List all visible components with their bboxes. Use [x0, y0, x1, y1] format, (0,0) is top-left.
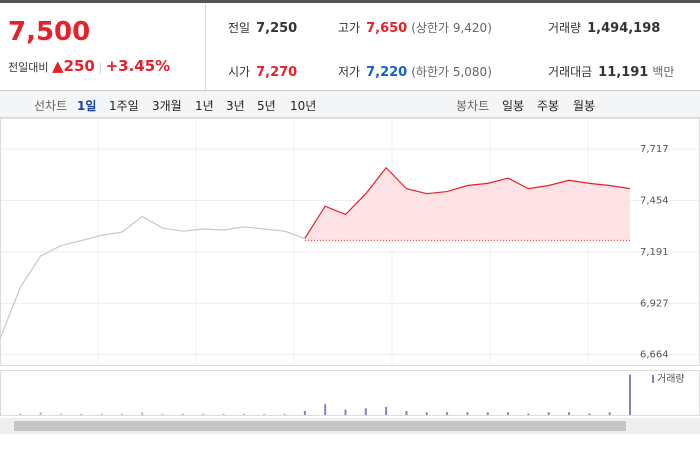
volume-bar: [364, 408, 367, 415]
volume-bar: [466, 412, 469, 415]
volume-bar: [568, 412, 571, 415]
volume-bar: [100, 413, 103, 415]
tab[interactable]: 월봉: [573, 99, 596, 113]
scroll-thumb[interactable]: [14, 421, 626, 431]
stat-label: 저가: [338, 65, 361, 79]
price-box: 7,500 전일대비 ▲250 | +3.45%: [0, 3, 206, 90]
volume-bar: [425, 412, 428, 415]
stat: 거래대금 11,191 백만: [548, 63, 674, 80]
volume-bar: [222, 413, 225, 415]
volume-bar: [181, 413, 184, 415]
tab[interactable]: 10년: [290, 99, 317, 113]
volume-bar: [283, 413, 286, 415]
tab[interactable]: 3개월: [152, 99, 182, 113]
volume-bar: [608, 412, 611, 415]
volume-bar: [486, 412, 489, 415]
volume-bar: [385, 406, 388, 415]
volume-bar: [344, 409, 347, 415]
volume-bar: [588, 413, 591, 415]
period-tabs: 선차트 1일 1주일 3개월 1년 3년 5년 10년 봉차트 일봉 주봉 월봉: [0, 90, 700, 118]
change-rate: +3.45%: [105, 57, 171, 75]
stat: 고가 7,650 (상한가 9,420): [338, 19, 492, 36]
stat-value: 1,494,198: [587, 21, 661, 36]
tab[interactable]: 1년: [195, 99, 214, 113]
tab-group-label: 봉차트: [456, 99, 490, 113]
stat-label: 고가: [338, 21, 361, 35]
stat-extra: (상한가 9,420): [411, 21, 492, 35]
volume-bar: [446, 412, 449, 415]
volume-bar: [263, 413, 266, 415]
volume-bar: [120, 413, 123, 415]
tab[interactable]: 3년: [226, 99, 245, 113]
volume-bar: [59, 413, 62, 415]
stat-value: 7,220: [366, 65, 408, 80]
stat-value: 7,650: [366, 21, 408, 36]
change: 전일대비 ▲250 | +3.45%: [8, 57, 170, 75]
price-panel: [0, 118, 700, 366]
volume-bar: [405, 410, 408, 415]
volume-panel: [0, 370, 700, 416]
stat-label: 시가: [228, 65, 251, 79]
stat-label: 거래량: [548, 21, 582, 35]
volume-bar: [547, 412, 550, 415]
chart: 6,664 6,927 7,191 7,454 7,717 거래량: [0, 118, 700, 434]
y-tick-label: 6,664: [640, 350, 669, 361]
tab[interactable]: 5년: [257, 99, 276, 113]
volume-bar: [80, 413, 83, 415]
tab[interactable]: 일봉: [502, 99, 525, 113]
change-label: 전일대비: [8, 61, 49, 74]
y-tick-label: 7,191: [640, 247, 669, 258]
volume-legend-icon: [652, 375, 654, 383]
stat-label: 거래대금: [548, 65, 593, 79]
tab-group-label: 선차트: [34, 99, 68, 113]
volume-bar: [242, 413, 245, 415]
tab[interactable]: 1일: [77, 99, 97, 113]
price: 7,500: [8, 17, 91, 47]
volume-bar: [0, 413, 1, 415]
y-tick-label: 7,717: [640, 144, 669, 155]
y-tick-label: 7,454: [640, 196, 669, 207]
volume-bar: [303, 410, 306, 415]
volume-bar: [202, 413, 205, 415]
stat: 저가 7,220 (하한가 5,080): [338, 63, 492, 80]
volume-bar: [39, 412, 42, 415]
stat-value: 7,250: [256, 21, 298, 36]
stat-value: 7,270: [256, 65, 298, 80]
volume-bar: [141, 412, 144, 415]
quote-header: 7,500 전일대비 ▲250 | +3.45% 전일 7,250 고가 7,650(…: [0, 0, 700, 90]
stat-label: 전일: [228, 21, 251, 35]
stat-extra: 백만: [652, 65, 675, 79]
price-line: [304, 166, 631, 239]
change-value: 250: [63, 57, 95, 75]
stat: 시가 7,270: [228, 63, 297, 80]
up-icon: ▲: [51, 57, 64, 75]
volume-bar: [161, 413, 164, 415]
volume-legend: 거래량: [657, 373, 685, 385]
volume-bar: [324, 404, 327, 415]
volume-bar: [527, 413, 530, 415]
tab[interactable]: 주봉: [537, 99, 560, 113]
tab[interactable]: 1주일: [109, 99, 139, 113]
volume-bar: [629, 374, 631, 415]
stat: 거래량 1,494,198: [548, 19, 660, 36]
y-tick-label: 6,927: [640, 298, 669, 309]
stat-value: 11,191: [598, 65, 649, 80]
volume-bar: [19, 413, 22, 415]
stat-extra: (하한가 5,080): [411, 65, 492, 79]
divider: |: [98, 61, 103, 74]
price-line: [0, 215, 306, 340]
stat: 전일 7,250: [228, 19, 297, 36]
volume-bar: [507, 412, 510, 415]
